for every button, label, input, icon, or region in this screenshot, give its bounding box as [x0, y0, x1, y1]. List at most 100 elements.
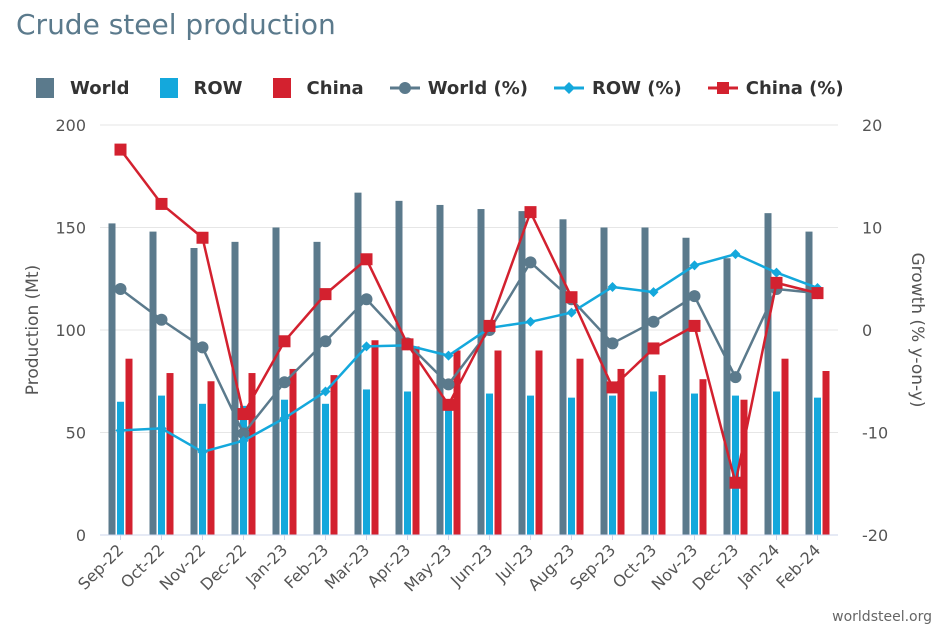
bar-row: [814, 397, 821, 535]
bar-china: [125, 358, 133, 535]
point-row-pct: [648, 287, 659, 298]
bar-world: [559, 219, 567, 536]
bar-china: [699, 379, 707, 535]
bar-world: [436, 204, 444, 535]
bar-row: [117, 401, 124, 535]
point-row-pct: [443, 350, 454, 361]
point-china-pct: [114, 143, 127, 156]
y2-tick-label: 0: [862, 321, 872, 340]
bar-world: [149, 231, 157, 535]
legend-item-china[interactable]: China: [269, 77, 364, 99]
chart-legend: World ROW China World (%) ROW (%) China (%): [32, 74, 870, 102]
bar-china: [822, 371, 830, 535]
legend-symbol-icon: [389, 82, 420, 94]
line-world-pct: [119, 261, 818, 435]
chart-title: Crude steel production: [16, 8, 336, 41]
x-tick-label: Aug-23: [524, 540, 578, 594]
point-row-pct: [156, 423, 167, 434]
point-world-pct: [278, 376, 291, 389]
point-row-pct: [238, 435, 249, 446]
x-tick-label: Dec-22: [197, 540, 251, 594]
bar-row: [732, 395, 739, 535]
point-china-pct: [524, 206, 537, 219]
point-row-pct: [730, 249, 741, 260]
bar-row: [527, 395, 534, 535]
bar-row: [609, 395, 616, 535]
point-china-pct: [483, 319, 496, 332]
point-china-pct: [237, 408, 250, 421]
legend-item-world[interactable]: World (%): [389, 77, 528, 99]
legend-label: ROW (%): [591, 77, 682, 99]
legend-symbol-icon: [707, 82, 738, 94]
bar-row: [486, 393, 493, 535]
x-tick-label: Sep-23: [566, 540, 619, 593]
bar-china: [535, 350, 543, 535]
point-china-pct: [319, 288, 332, 301]
point-world-pct: [196, 341, 209, 354]
legend-item-world[interactable]: World: [32, 77, 130, 99]
x-tick-label: Dec-23: [689, 540, 743, 594]
point-world-pct: [688, 290, 701, 303]
line-row-pct: [120, 252, 818, 454]
bar-world: [190, 248, 198, 535]
point-row-pct: [279, 413, 290, 424]
bar-china: [166, 373, 174, 535]
legend-label: ROW: [193, 77, 243, 99]
legend-item-row[interactable]: ROW (%): [553, 77, 682, 99]
bar-china: [494, 350, 502, 535]
bar-row: [199, 403, 206, 535]
bar-row: [281, 399, 288, 535]
point-row-pct: [115, 425, 126, 436]
point-china-pct: [688, 319, 701, 332]
point-world-pct: [606, 337, 619, 350]
point-china-pct: [565, 291, 578, 304]
x-tick-label: Feb-24: [772, 540, 824, 592]
legend-label: China (%): [745, 77, 844, 99]
y2-tick-label: 10: [862, 219, 882, 238]
point-row-pct: [361, 341, 372, 352]
bar-world: [354, 192, 362, 535]
point-world-pct: [647, 315, 660, 328]
y-axis-title: Production (Mt): [23, 265, 43, 395]
y2-tick-label: -20: [862, 526, 888, 545]
bar-china: [207, 381, 215, 535]
bar-row: [773, 391, 780, 535]
bar-row: [650, 391, 657, 535]
bar-row: [240, 405, 247, 535]
source-credit: worldsteel.org: [832, 609, 932, 625]
x-tick-label: Jun-23: [446, 540, 496, 590]
legend-label: World (%): [427, 77, 528, 99]
legend-symbol-icon: [36, 78, 54, 98]
point-china-pct: [401, 338, 414, 351]
bar-china: [781, 358, 789, 535]
point-china-pct: [770, 276, 783, 289]
bar-row: [158, 395, 165, 535]
legend-label: China: [306, 77, 364, 99]
point-row-pct: [566, 307, 577, 318]
point-world-pct: [237, 427, 250, 440]
bar-row: [568, 397, 575, 535]
x-tick-label: Sep-22: [74, 540, 127, 593]
point-row-pct: [320, 386, 331, 397]
point-world-pct: [442, 378, 455, 391]
bar-world: [682, 237, 690, 535]
bar-world: [477, 209, 485, 536]
point-world-pct: [319, 335, 332, 348]
legend-item-china[interactable]: China (%): [707, 77, 844, 99]
point-world-pct: [114, 283, 127, 295]
point-china-pct: [811, 287, 824, 300]
legend-item-row[interactable]: ROW: [156, 77, 243, 99]
point-row-pct: [197, 446, 208, 457]
bar-china: [412, 346, 420, 535]
bar-china: [658, 375, 666, 535]
point-world-pct: [524, 256, 537, 269]
point-china-pct: [196, 231, 209, 244]
bar-world: [805, 231, 813, 535]
bar-world: [518, 211, 526, 535]
point-world-pct: [729, 371, 742, 384]
bar-china: [617, 368, 625, 535]
bar-china: [371, 340, 379, 535]
bar-row: [404, 391, 411, 535]
point-china-pct: [729, 476, 742, 489]
